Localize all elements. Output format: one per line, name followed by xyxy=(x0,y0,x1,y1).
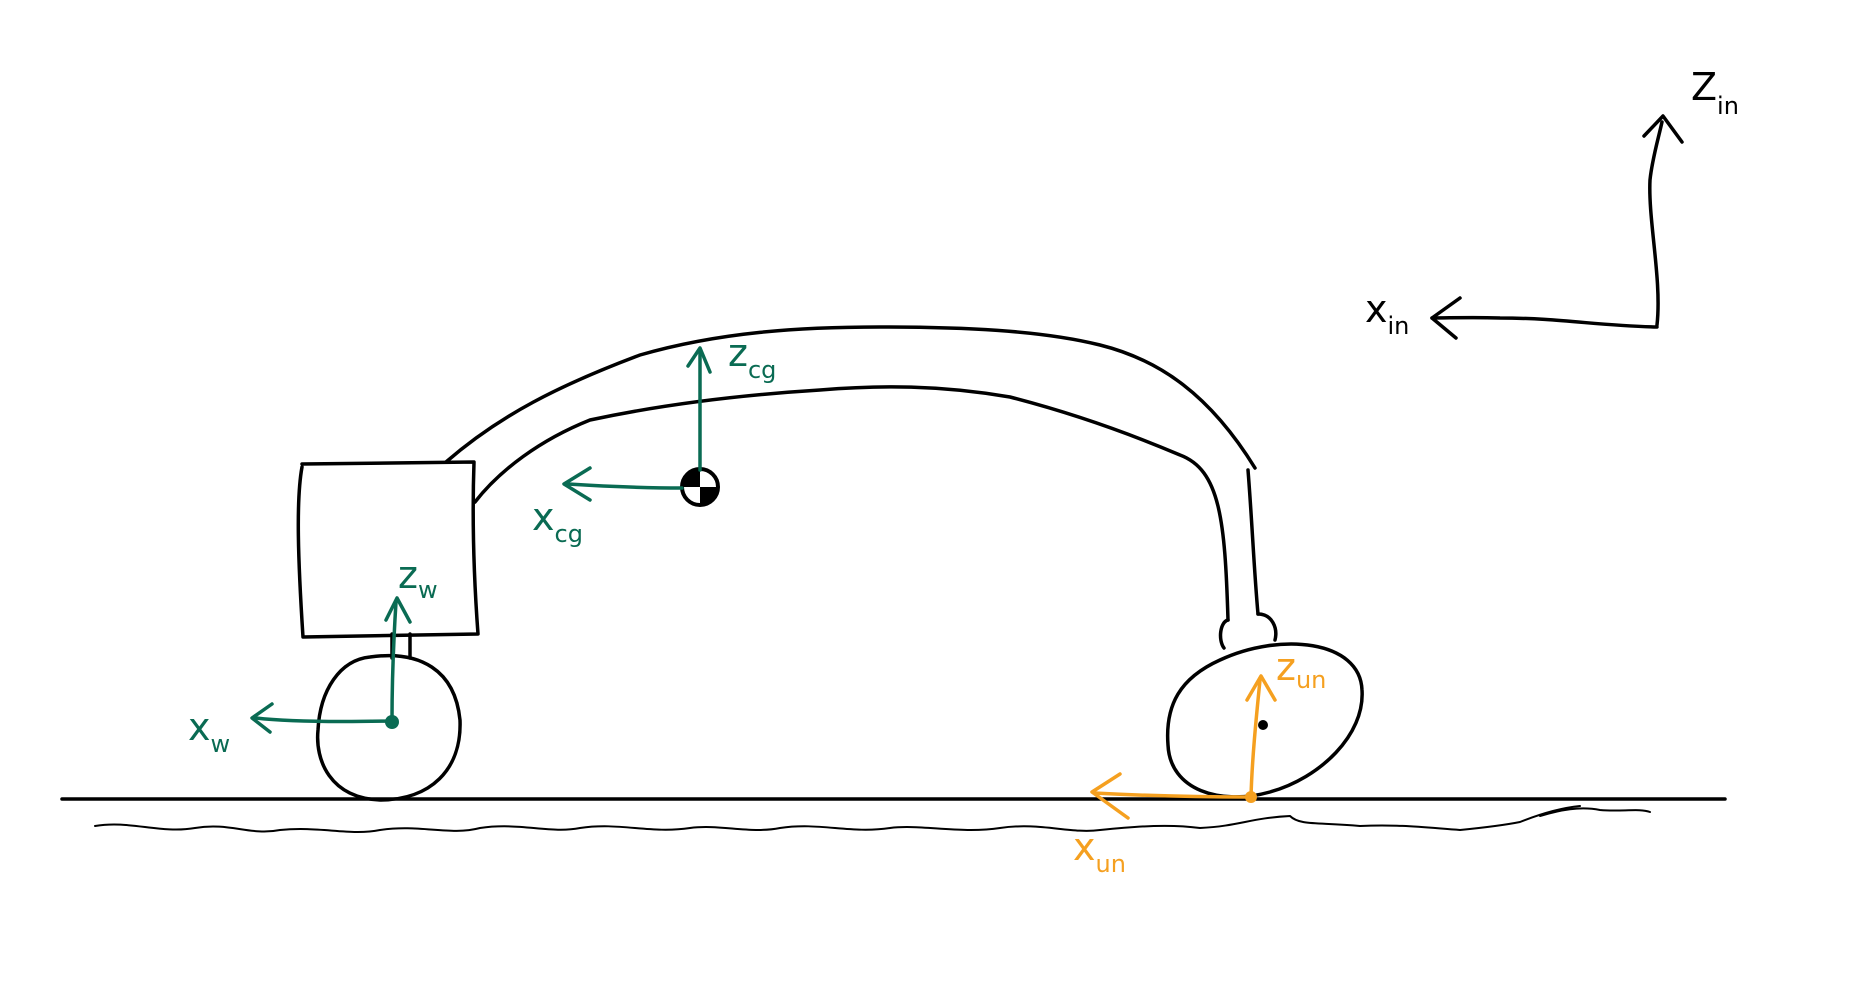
ground xyxy=(60,797,1727,833)
cg-x-axis xyxy=(566,482,684,490)
cg-x-arrowhead xyxy=(562,466,592,502)
contact-x-label: xun xyxy=(1073,825,1126,878)
wheel-z-arrowhead xyxy=(384,596,412,624)
wheel-x-arrowhead xyxy=(250,702,274,734)
contact-x-arrowhead xyxy=(1090,772,1130,820)
vehicle xyxy=(296,325,1364,802)
front-wheel-hub-dot xyxy=(385,715,399,729)
inertial-x-arrowhead xyxy=(1430,296,1462,340)
ground-texture xyxy=(94,805,1651,833)
rear-mount xyxy=(1218,612,1278,650)
wheel-z-axis xyxy=(390,600,398,722)
contact-frame xyxy=(1090,674,1277,820)
rear-strut xyxy=(1246,468,1260,616)
inertial-z-arrowhead xyxy=(1642,114,1684,144)
cg-marker xyxy=(680,467,720,507)
cg-frame xyxy=(562,346,712,502)
wheel-x-axis xyxy=(254,716,392,724)
frame-arch-inner xyxy=(473,385,1230,622)
rear-wheel-hub-dot xyxy=(1258,720,1268,730)
contact-x-axis xyxy=(1092,791,1252,799)
inertial-x-axis xyxy=(1430,315,1659,329)
wheel-frame xyxy=(250,596,412,734)
rear-wheel xyxy=(1165,642,1364,799)
front-wheel xyxy=(315,654,462,802)
cg-z-arrowhead xyxy=(686,346,712,374)
cg-x-label: xcg xyxy=(532,495,583,548)
frame-arch-outer xyxy=(444,325,1257,470)
body-box xyxy=(296,460,480,639)
contact-z-label: zun xyxy=(1276,645,1326,694)
contact-z-axis xyxy=(1249,678,1262,799)
wheel-x-label: xw xyxy=(188,705,230,758)
inertial-z-axis xyxy=(1648,120,1664,327)
labels: Zin xin zcg xcg zw xw zun xun xyxy=(188,65,1739,878)
inertial-frame xyxy=(1430,114,1684,340)
inertial-z-label: Zin xyxy=(1691,65,1739,120)
contact-z-arrowhead xyxy=(1245,674,1277,702)
inertial-x-label: xin xyxy=(1365,287,1409,340)
wheel-z-label: zw xyxy=(398,553,438,604)
cg-z-label: zcg xyxy=(728,331,776,384)
